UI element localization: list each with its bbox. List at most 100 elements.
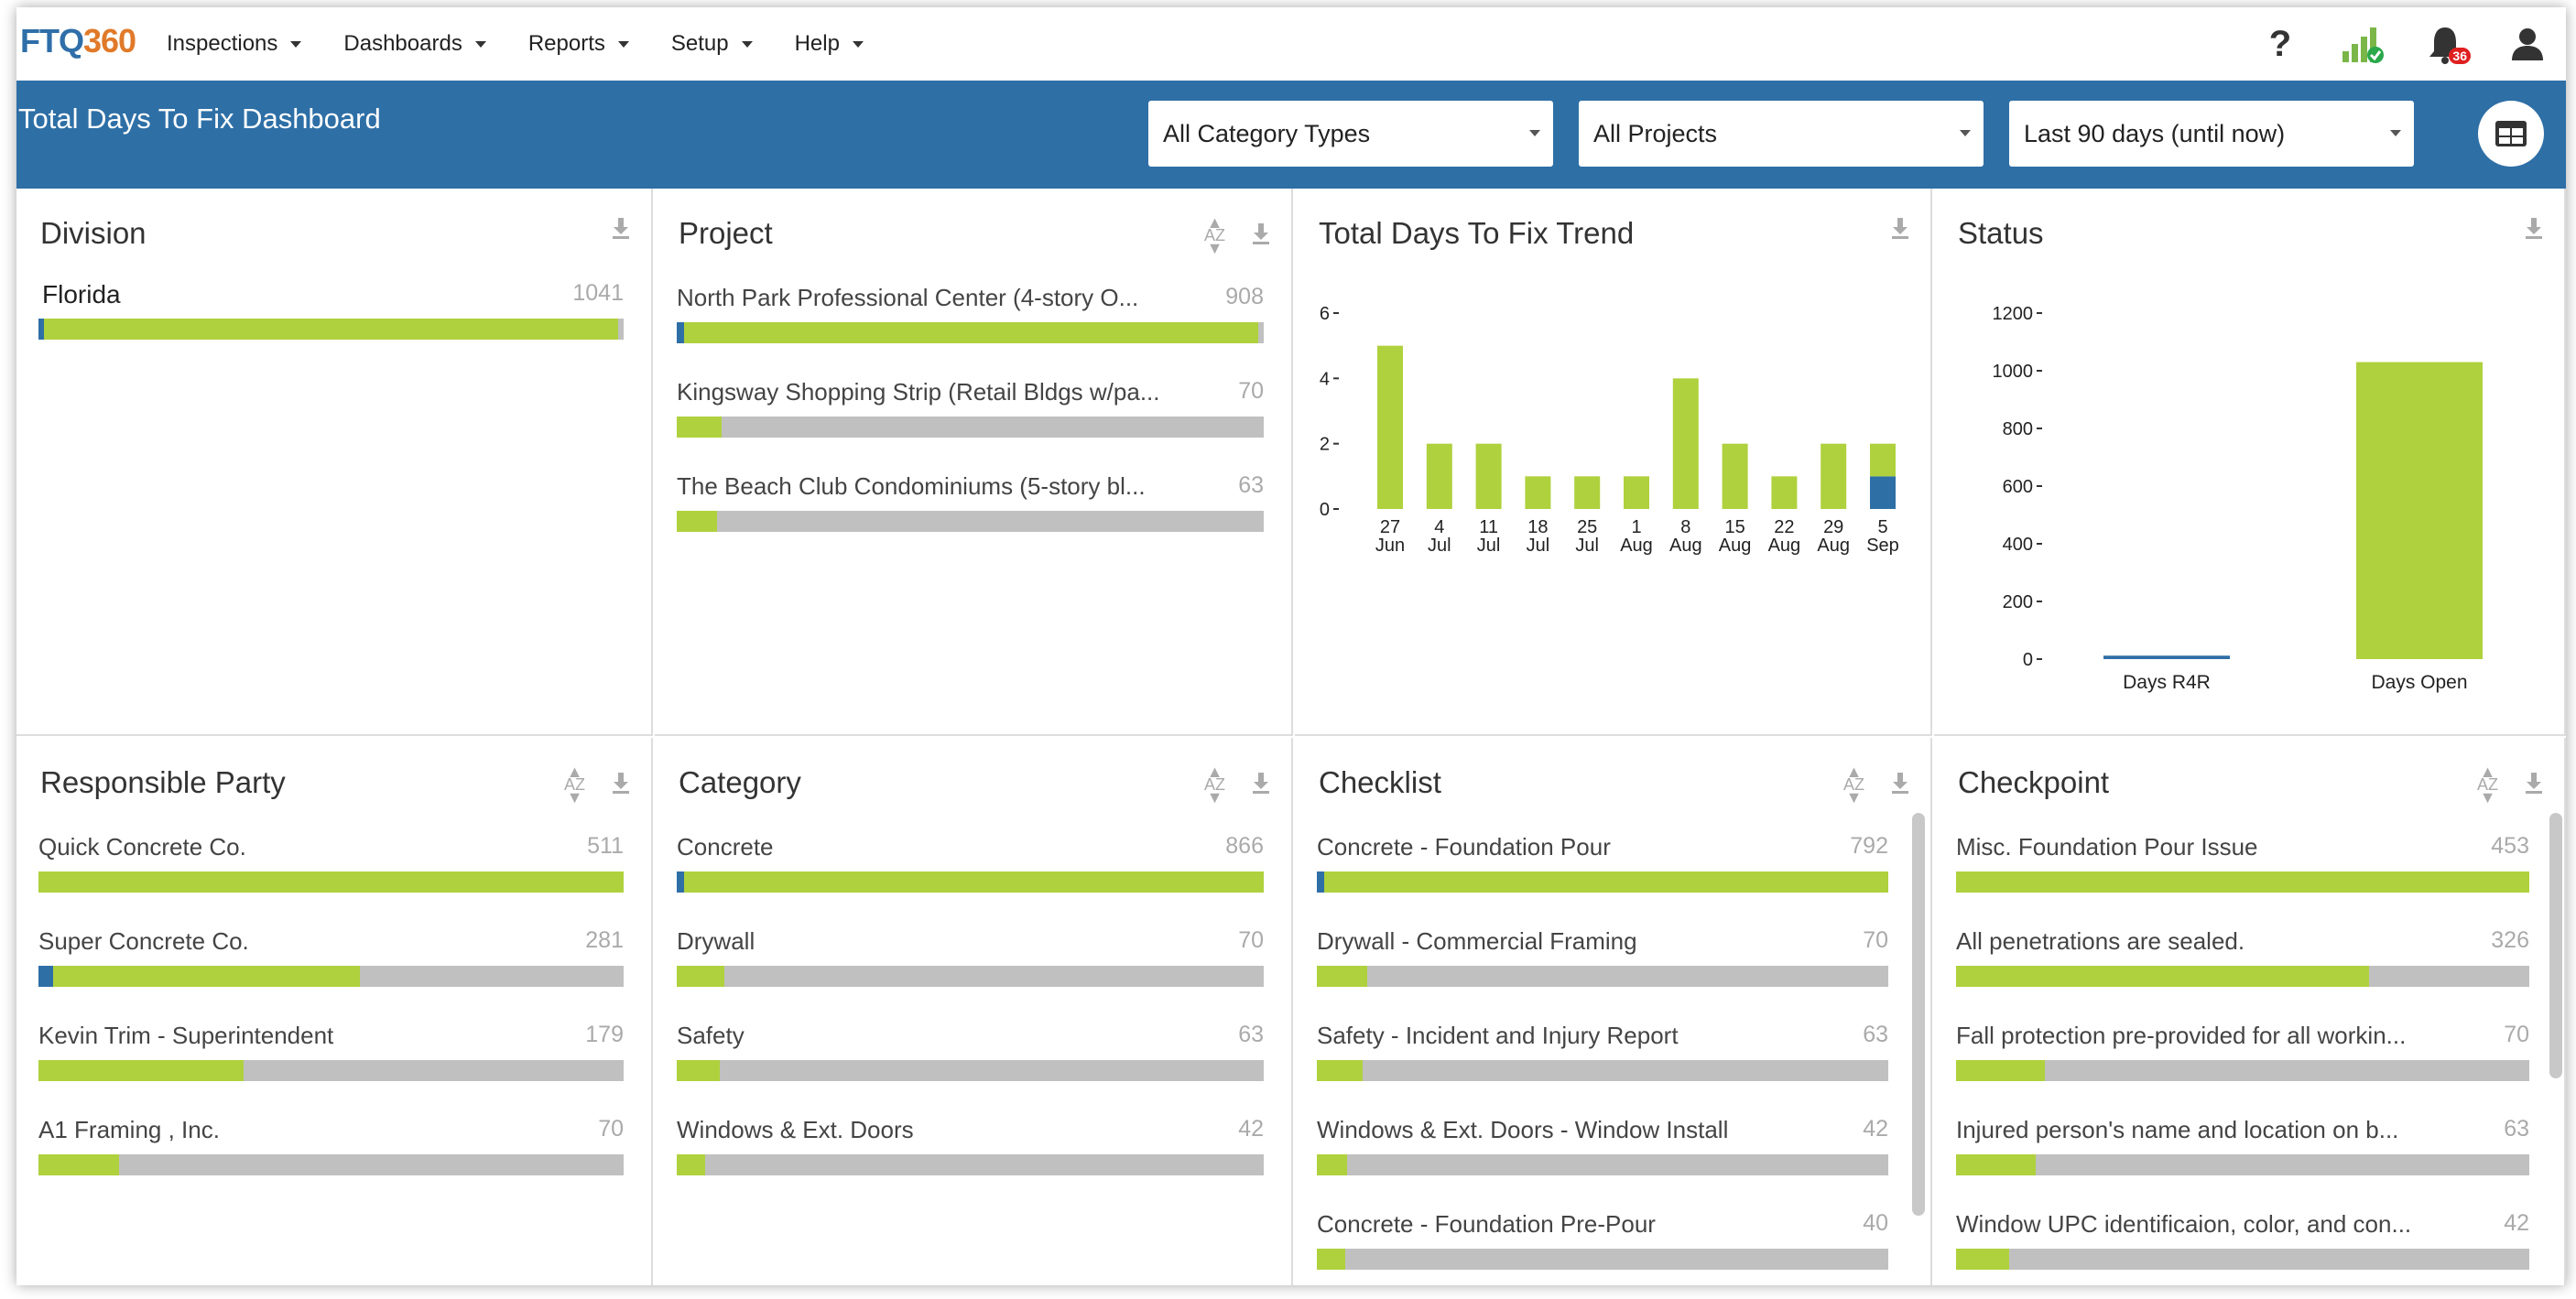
list-item[interactable]: Concrete - Foundation Pre-Pour 40 (1317, 1210, 1888, 1285)
item-value: 40 (1863, 1210, 1888, 1236)
status-chart: 0 200 400 600 800 1000 1200 Days R4R Days Open (1993, 304, 2483, 693)
list-item[interactable]: Kingsway Shopping Strip (Retail Bldgs w/… (677, 378, 1264, 472)
item-progress-bar (38, 1060, 624, 1081)
checklist-scrollbar[interactable] (1912, 813, 1925, 1216)
bar-green-segment (677, 417, 722, 438)
x-tick-label: Aug (1768, 536, 1801, 556)
item-label: Safety (677, 1022, 745, 1049)
x-tick-label: Aug (1669, 536, 1702, 556)
panel-title: Status (1958, 216, 2044, 250)
item-value: 42 (2504, 1210, 2529, 1236)
item-label: A1 Framing , Inc. (38, 1116, 220, 1143)
download-icon[interactable] (611, 771, 631, 799)
category-type-select[interactable]: All Category Types (1148, 101, 1553, 167)
chevron-down-icon (1529, 130, 1540, 136)
item-progress-bar (1317, 871, 1888, 893)
item-label: Drywall (677, 927, 755, 955)
item-label: Kevin Trim - Superintendent (38, 1022, 334, 1049)
item-label: Window UPC identificaion, color, and con… (1956, 1210, 2412, 1238)
y-tick-label: 2 (1320, 435, 1330, 455)
panel-title: Project (679, 216, 773, 250)
sort-az-icon[interactable]: ▲ AZ ▼ (1842, 763, 1864, 806)
menu-label: Setup (670, 31, 729, 56)
notification-bell-icon[interactable]: 36 (2423, 22, 2471, 66)
x-tick-label: Jul (1575, 536, 1599, 556)
menu-reports[interactable]: Reports (528, 31, 629, 57)
item-progress-bar (1956, 1249, 2529, 1270)
list-item[interactable]: Concrete - Foundation Pour 792 (1317, 833, 1888, 927)
help-icon[interactable]: ? (2258, 22, 2302, 66)
item-value: 453 (2491, 833, 2529, 859)
menu-inspections[interactable]: Inspections (167, 31, 302, 57)
item-value: 70 (598, 1116, 624, 1142)
signal-sync-icon[interactable] (2341, 22, 2385, 66)
download-icon[interactable] (2524, 216, 2544, 244)
ftq360-logo[interactable]: FTQ360 (20, 22, 136, 60)
checkpoint-scrollbar[interactable] (2549, 813, 2562, 1078)
download-icon[interactable] (2524, 771, 2544, 799)
list-item[interactable]: Kevin Trim - Superintendent 179 (38, 1022, 624, 1116)
list-item[interactable]: Misc. Foundation Pour Issue 453 (1956, 833, 2529, 927)
item-progress-bar (1956, 966, 2529, 987)
table-view-button[interactable] (2478, 101, 2544, 167)
user-avatar-icon[interactable] (2505, 22, 2549, 66)
x-tick-label: Aug (1817, 536, 1850, 556)
sort-az-icon[interactable]: ▲ AZ ▼ (563, 763, 585, 806)
y-tick-label: 800 (2003, 419, 2033, 439)
item-label: Concrete (677, 833, 774, 861)
list-item[interactable]: Drywall 70 (677, 927, 1264, 1022)
x-tick-label: Aug (1719, 536, 1752, 556)
dashboard-header: Total Days To Fix Dashboard All Category… (16, 81, 2566, 189)
list-item[interactable]: Super Concrete Co. 281 (38, 927, 624, 1022)
download-icon[interactable] (1890, 216, 1910, 244)
bar-green-segment (677, 966, 724, 987)
menu-label: Help (794, 31, 840, 56)
list-item[interactable]: Concrete 866 (677, 833, 1264, 927)
item-progress-bar (38, 1154, 624, 1175)
list-item[interactable]: Injured person's name and location on b.… (1956, 1116, 2529, 1210)
download-icon[interactable] (1890, 771, 1910, 799)
bar-green-segment (38, 1060, 244, 1081)
list-item[interactable]: North Park Professional Center (4-story … (677, 284, 1264, 378)
download-icon[interactable] (1251, 771, 1271, 799)
item-value: 63 (1863, 1022, 1888, 1047)
x-tick-label: 8 (1680, 517, 1690, 537)
division-panel: Division Florida 1041 (16, 189, 653, 736)
list-item[interactable]: Windows & Ext. Doors - Window Install 42 (1317, 1116, 1888, 1210)
list-item[interactable]: Quick Concrete Co. 511 (38, 833, 624, 927)
item-progress-bar (1956, 1154, 2529, 1175)
item-label: Safety - Incident and Injury Report (1317, 1022, 1679, 1049)
list-item[interactable]: Fall protection pre-provided for all wor… (1956, 1022, 2529, 1116)
menu-help[interactable]: Help (795, 31, 864, 57)
item-value: 63 (1238, 472, 1264, 498)
list-item[interactable]: Safety 63 (677, 1022, 1264, 1116)
bar-green-segment (1317, 1060, 1363, 1081)
menu-dashboards[interactable]: Dashboards (343, 31, 486, 57)
project-select[interactable]: All Projects (1579, 101, 1984, 167)
caret-down-icon (290, 40, 302, 48)
menu-setup[interactable]: Setup (671, 31, 753, 57)
list-item[interactable]: Windows & Ext. Doors 42 (677, 1116, 1264, 1210)
trend-chart: 024627Jun4Jul11Jul18Jul25Jul1Aug8Aug15Au… (1320, 304, 1899, 556)
bar-green-segment (677, 511, 718, 532)
help-glyph: ? (2268, 23, 2292, 64)
item-value: 63 (1238, 1022, 1264, 1047)
date-range-select[interactable]: Last 90 days (until now) (2009, 101, 2414, 167)
sort-az-icon[interactable]: ▲ AZ ▼ (1203, 763, 1225, 806)
sort-az-icon[interactable]: ▲ AZ ▼ (1203, 213, 1225, 257)
list-item[interactable]: The Beach Club Condominiums (5-story bl.… (677, 472, 1264, 567)
bar-blue-segment (38, 966, 53, 987)
sort-az-icon[interactable]: ▲ AZ ▼ (2476, 763, 2498, 806)
list-item[interactable]: A1 Framing , Inc. 70 (38, 1116, 624, 1210)
list-item[interactable]: Florida 1041 (38, 280, 624, 374)
list-item[interactable]: Drywall - Commercial Framing 70 (1317, 927, 1888, 1022)
list-item[interactable]: Safety - Incident and Injury Report 63 (1317, 1022, 1888, 1116)
list-item[interactable]: All penetrations are sealed. 326 (1956, 927, 2529, 1022)
list-item[interactable]: Window UPC identificaion, color, and con… (1956, 1210, 2529, 1285)
panel-title: Checklist (1319, 765, 1441, 799)
download-icon[interactable] (1251, 222, 1271, 250)
item-progress-bar (677, 871, 1264, 893)
y-tick-label: 200 (2003, 592, 2033, 612)
download-icon[interactable] (611, 216, 631, 244)
y-tick-label: 6 (1320, 304, 1330, 324)
